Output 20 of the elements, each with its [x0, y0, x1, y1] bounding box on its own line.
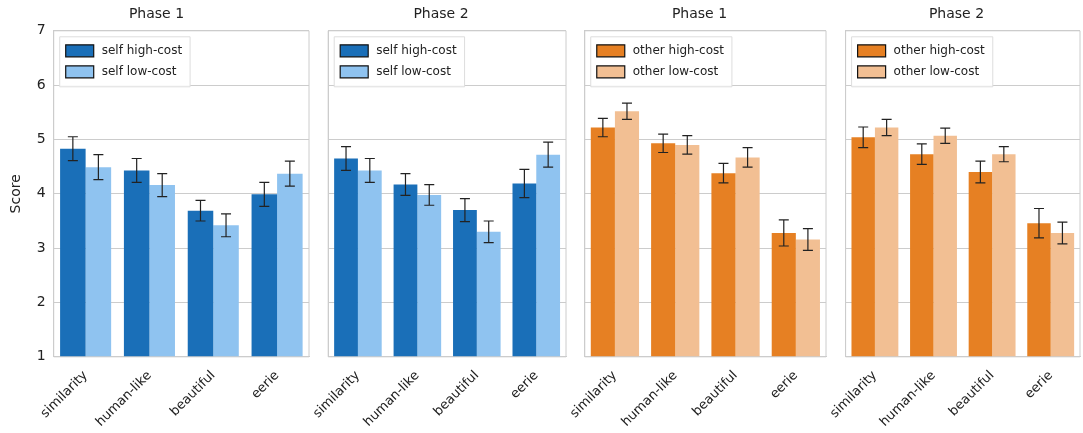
chart-title: Phase 2 [928, 5, 985, 22]
legend-label: other low-cost [632, 63, 719, 78]
legend-label: other high-cost [632, 42, 725, 57]
y-tick-label: 6 [36, 75, 46, 92]
y-tick-label: 2 [36, 293, 46, 310]
legend-label: other low-cost [893, 63, 980, 78]
chart-title: Phase 2 [413, 5, 469, 22]
legend-label: self high-cost [376, 42, 457, 57]
y-axis-title: Score [7, 174, 24, 214]
legend-label: self low-cost [376, 63, 452, 78]
legend-label: self high-cost [101, 42, 183, 57]
y-tick-label: 4 [36, 184, 46, 201]
y-tick-label: 1 [36, 347, 46, 364]
y-tick-label: 3 [36, 238, 46, 255]
chart-title: Phase 1 [671, 5, 728, 22]
legend-label: self low-cost [101, 63, 177, 78]
y-tick-label: 5 [36, 130, 46, 147]
y-tick-label: 7 [36, 21, 46, 38]
legend-label: other high-cost [893, 42, 986, 57]
chart-title: Phase 1 [128, 5, 185, 22]
